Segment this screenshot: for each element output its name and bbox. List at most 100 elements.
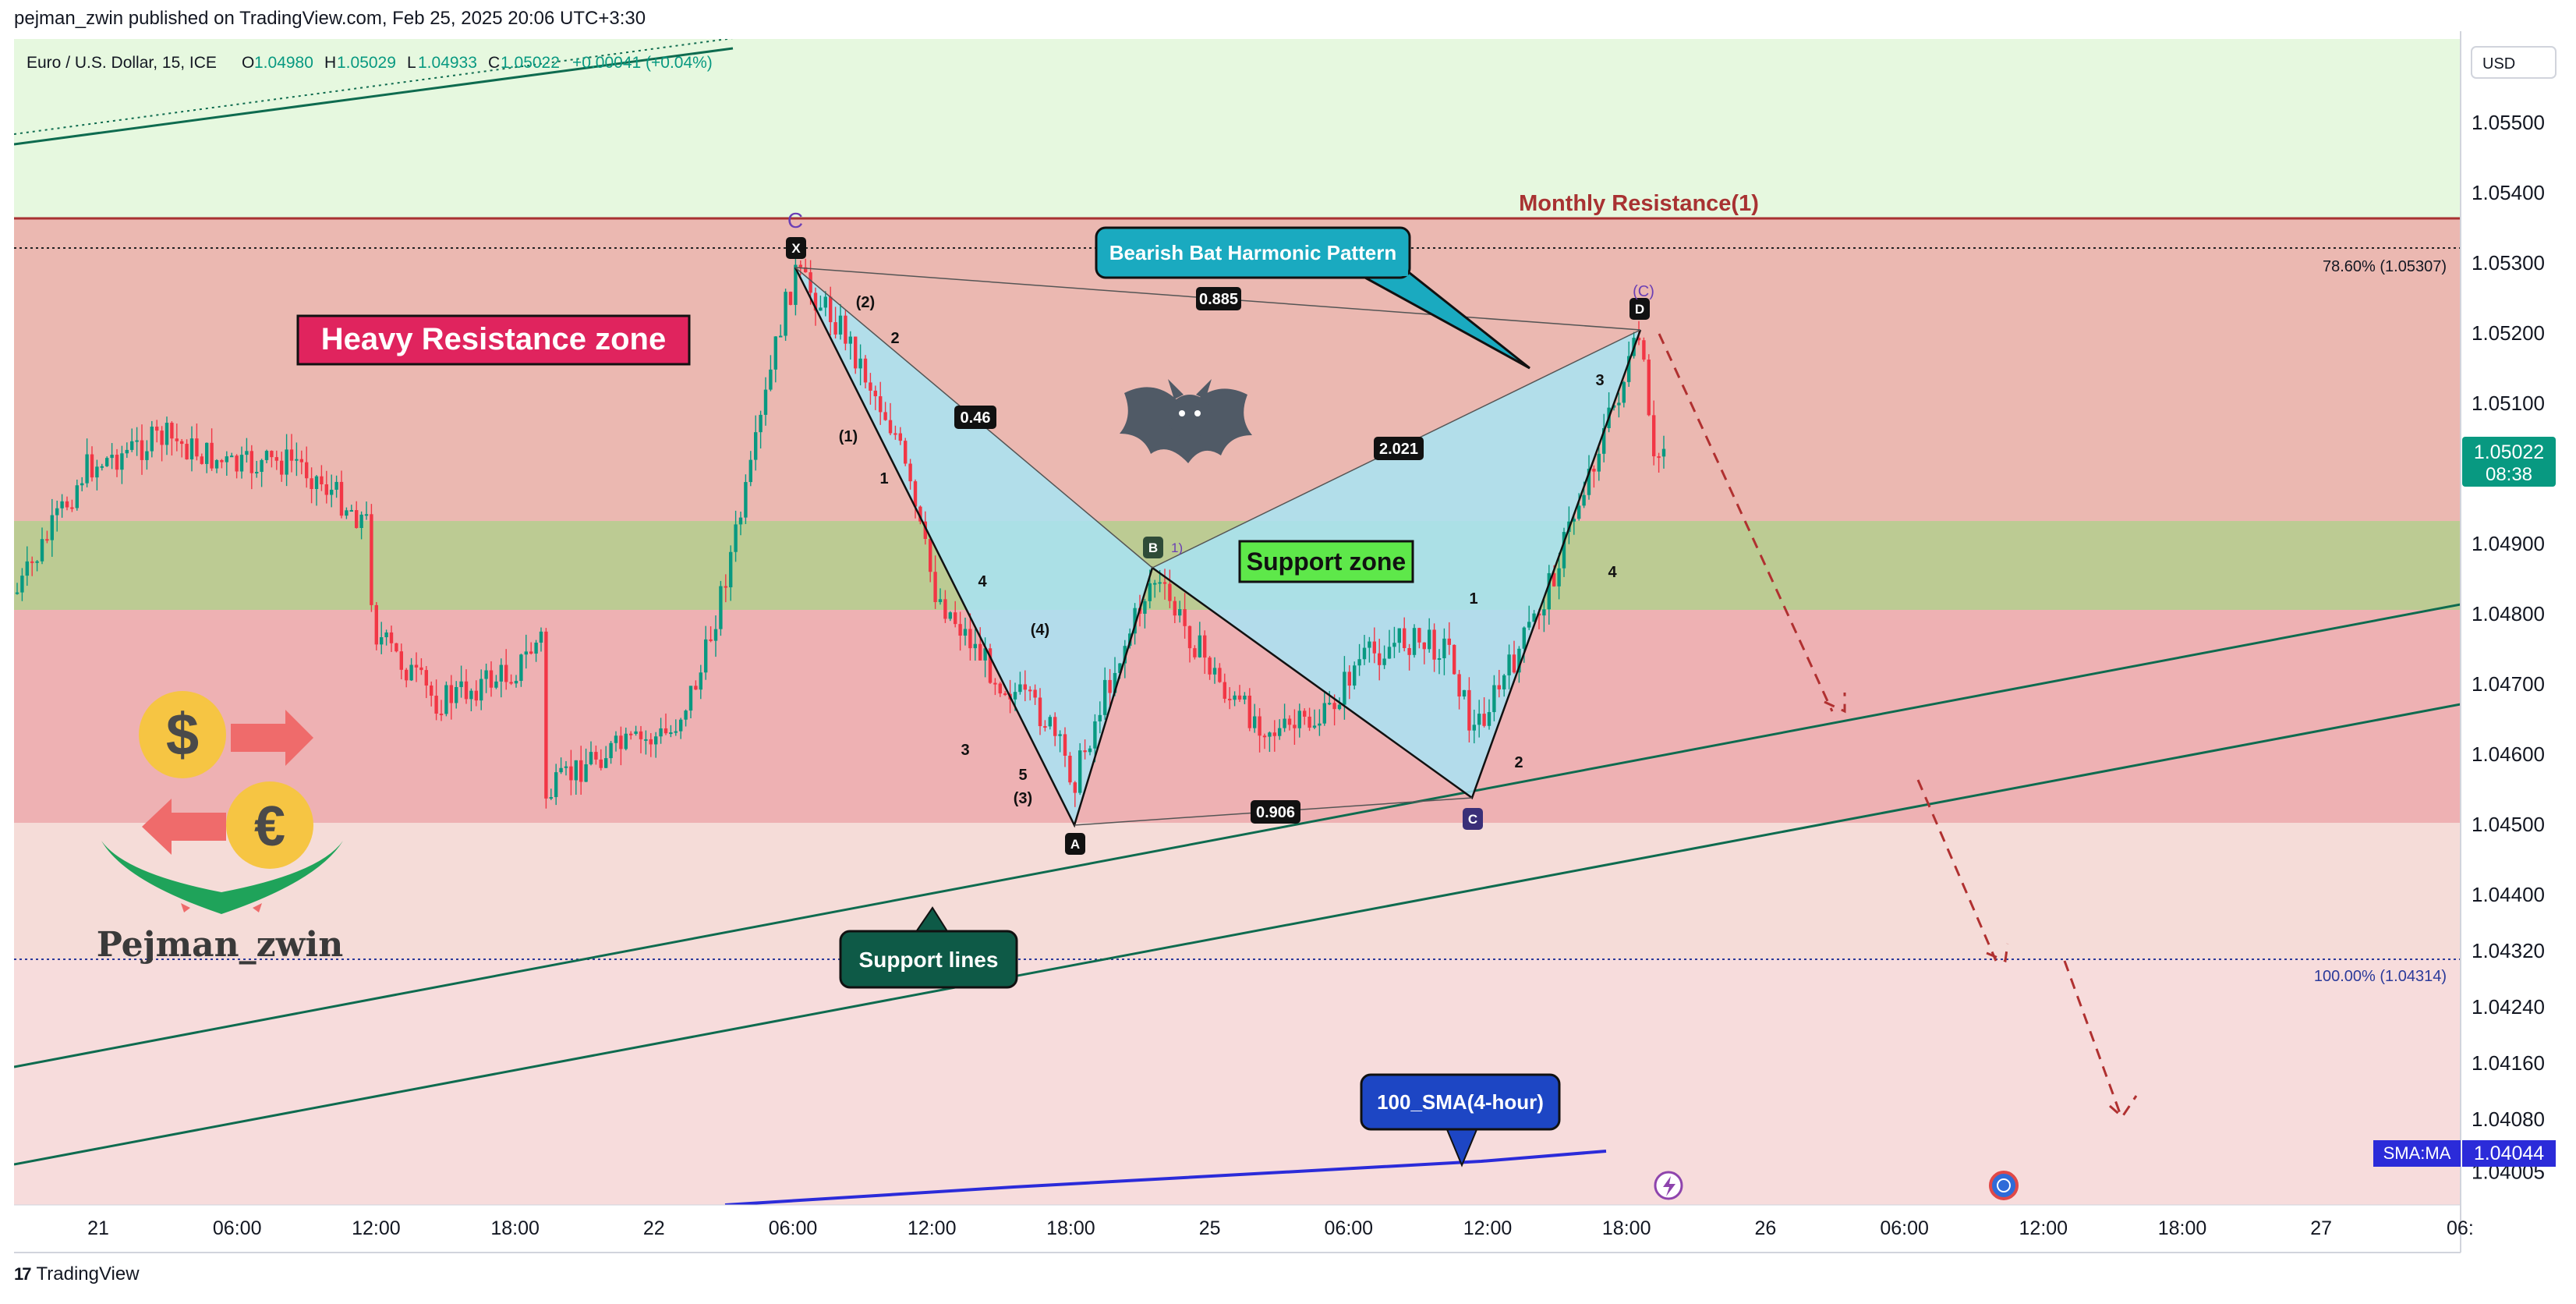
candle-body	[30, 561, 34, 563]
candle-body	[1527, 622, 1531, 628]
pattern-point-labels: X A B C D	[786, 237, 1650, 855]
top-c-label: C	[787, 208, 803, 232]
time-tick-label: 22	[643, 1217, 665, 1239]
candle-body	[694, 686, 698, 690]
candle-body	[1183, 609, 1187, 626]
footer: 17 TradingView	[14, 1263, 140, 1285]
candle-body	[145, 451, 149, 460]
candle-body	[978, 643, 982, 661]
candle-body	[539, 631, 543, 643]
sma-callout: 100_SMA(4-hour)	[1360, 1073, 1561, 1168]
candle-body	[389, 632, 394, 643]
candle-body	[943, 599, 947, 619]
candle-body	[1457, 674, 1461, 697]
time-tick-label: 06:00	[213, 1217, 262, 1239]
price-tick-label: 1.04160	[2472, 1051, 2545, 1075]
candle-body	[879, 396, 883, 413]
candle-body	[230, 455, 234, 458]
candle-body	[669, 732, 673, 735]
channel-line-top	[14, 47, 734, 146]
svg-text:(1): (1)	[839, 428, 858, 445]
candle-body	[1378, 653, 1382, 665]
candle-body	[1198, 635, 1201, 657]
svg-text:3: 3	[961, 742, 969, 759]
candle-body	[1153, 583, 1157, 585]
candle-body	[399, 651, 403, 670]
candle-body	[629, 733, 633, 735]
candle-body	[1627, 356, 1631, 382]
svg-text:1: 1	[879, 470, 888, 487]
candle-body	[569, 766, 573, 781]
candle-body	[105, 458, 109, 466]
candle-body	[1462, 689, 1467, 697]
candle-body	[439, 714, 444, 716]
candle-body	[929, 538, 932, 572]
candle-body	[883, 412, 887, 420]
svg-text:Support zone: Support zone	[1247, 547, 1406, 576]
svg-text:D: D	[1635, 302, 1644, 317]
candle-body	[1058, 734, 1062, 736]
candle-body	[55, 508, 59, 516]
candle-body	[15, 592, 19, 594]
candle-body	[823, 296, 827, 308]
price-tick-label: 1.04900	[2472, 532, 2545, 555]
candle-body	[624, 733, 628, 749]
svg-text:0.885: 0.885	[1199, 291, 1238, 308]
candle-body	[1392, 643, 1396, 647]
candle-body	[1447, 638, 1451, 645]
candle-body	[1088, 748, 1092, 753]
candle-body	[1247, 695, 1251, 728]
candle-body	[1003, 693, 1007, 696]
candle-body	[904, 441, 908, 464]
candle-body	[1557, 568, 1561, 586]
candle-body	[514, 681, 518, 684]
candle-body	[529, 651, 533, 654]
svg-text:(4): (4)	[1031, 622, 1049, 639]
candle-body	[1492, 685, 1496, 713]
candle-body	[1622, 381, 1626, 403]
candle-body	[639, 731, 643, 739]
candle-body	[1597, 453, 1601, 472]
candle-body	[140, 440, 144, 460]
candle-body	[220, 459, 224, 462]
candle-body	[784, 292, 787, 336]
candle-body	[918, 506, 922, 522]
candle-body	[1642, 340, 1646, 360]
price-tick-label: 1.04700	[2472, 672, 2545, 696]
candle-body	[1043, 726, 1047, 728]
candle-body	[1187, 625, 1192, 649]
candle-body	[409, 664, 413, 681]
price-scale[interactable]: USD 1.05500 1.05400 1.05300 1.05200 1.05100 1…	[2373, 31, 2557, 1253]
candle-body	[1148, 583, 1152, 601]
upper-green-band	[14, 39, 2461, 218]
candle-body	[380, 637, 384, 645]
candle-body	[1417, 628, 1421, 643]
candle-body	[1657, 456, 1661, 459]
time-tick-label: 18:00	[1602, 1217, 1651, 1239]
candle-body	[833, 322, 837, 335]
candle-body	[1073, 782, 1077, 793]
time-tick-label: 25	[1199, 1217, 1221, 1239]
candle-body	[699, 672, 702, 690]
candle-body	[355, 510, 359, 529]
candle-body	[165, 423, 169, 445]
candle-body	[90, 454, 94, 478]
time-axis[interactable]: 21 06:00 12:00 18:00 22 06:00 12:00 18:00 25 06:0…	[14, 1204, 2474, 1253]
candle-body	[1158, 582, 1162, 584]
candle-body	[644, 739, 648, 741]
candle-body	[384, 632, 388, 638]
sma-price-tag	[2462, 1140, 2556, 1167]
candle-body	[180, 441, 184, 445]
event-icons[interactable]	[1654, 1171, 2019, 1200]
sma-legend-tag	[2373, 1140, 2461, 1167]
candle-body	[619, 735, 623, 749]
candle-body	[314, 476, 319, 490]
candle-body	[1382, 658, 1386, 665]
time-tick-label: 12:00	[352, 1217, 401, 1239]
candle-body	[239, 455, 244, 472]
candle-body	[330, 489, 334, 495]
candle-body	[1193, 648, 1197, 657]
candle-body	[1023, 684, 1027, 690]
candle-body	[524, 651, 528, 655]
